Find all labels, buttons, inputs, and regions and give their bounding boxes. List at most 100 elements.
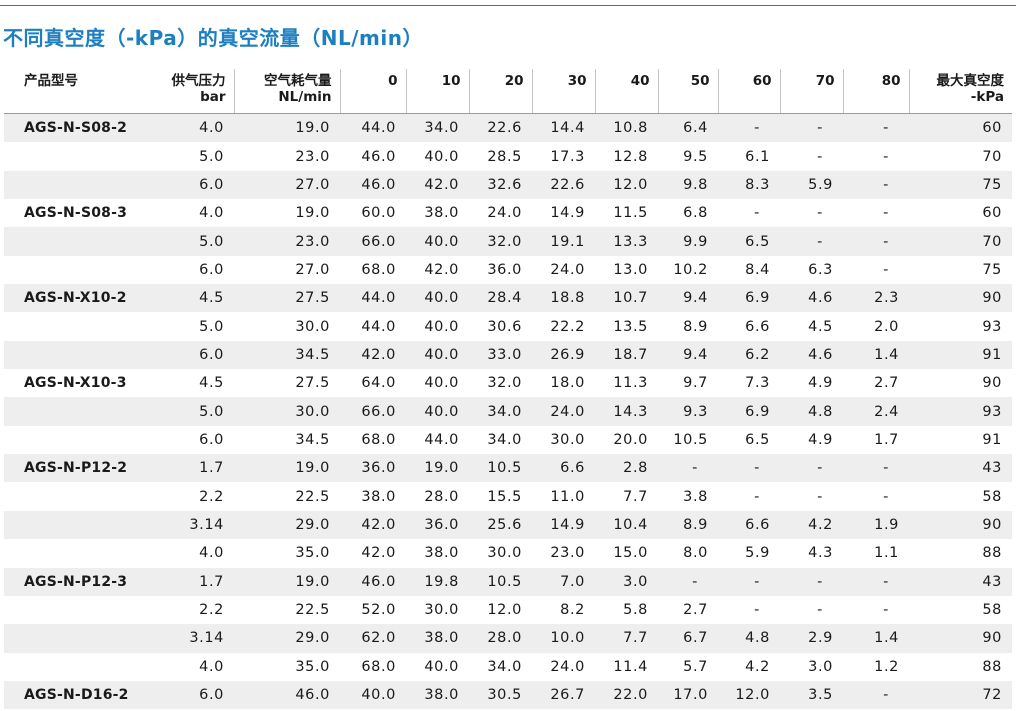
table-cell: 90 [909,624,1012,653]
header-vacuum-40: 40 [594,69,658,114]
table-cell: 60.0 [361,205,396,222]
table-cell: - [718,567,780,596]
table-cell: 75 [909,170,1012,200]
table-cell: 4.8 [718,624,780,653]
table-cell: 44.0 [361,318,396,335]
table-cell: 34.0 [406,113,469,143]
table-cell: 43 [909,454,1012,483]
table-cell: 2.7 [874,375,899,392]
table-cell: 19.0 [406,454,469,483]
table-cell: 6.0 [136,170,234,200]
table-cell: 10.0 [532,624,595,653]
table-cell: 17.0 [658,680,718,710]
table-cell: 30.0 [234,397,340,426]
table-cell: - [817,148,823,165]
table-cell: 19.0 [234,113,340,143]
header-vacuum-60: 60 [717,69,780,114]
table-cell: 68.0 [361,261,396,278]
table-cell: 22.6 [469,113,532,143]
table-cell: - [780,113,843,143]
table-cell: 10.5 [469,567,532,596]
table-cell: 40.0 [406,284,469,313]
table-cell: 4.5 [136,284,234,313]
table-cell: 35.0 [295,545,330,562]
table-cell: 14.4 [532,113,595,143]
table-cell: 6.8 [683,205,708,222]
table-cell: 9.3 [658,397,718,426]
table-cell: 4.9 [808,431,833,448]
table-cell: 5.0 [199,318,224,335]
table-cell: 13.3 [595,227,658,256]
table-cell: 6.0 [199,431,224,448]
table-cell: 6.0 [199,261,224,278]
table-cell: 62.0 [340,624,406,653]
table-row: 4.0 35.0 68.0 40.0 34.0 24.0 11.4 5.7 4.2 3.0 1.2 8… [4,653,1012,681]
table-cell: 22.5 [295,602,330,619]
model-cell [4,256,136,284]
table-cell: 40.0 [406,340,469,370]
table-cell: 29.0 [234,510,340,540]
table-cell: 11.3 [613,375,648,392]
table-cell: 28.0 [424,488,459,505]
table-cell: 66.0 [340,227,406,256]
table-cell: - [754,488,760,505]
table-cell: 14.9 [532,510,595,540]
table-cell: 46.0 [361,148,396,165]
table-cell: - [817,205,823,222]
table-cell: 6.2 [718,340,780,370]
table-cell: 22.2 [550,318,585,335]
table-cell: 6.4 [658,113,718,143]
table-cell: 70 [909,227,1012,256]
table-cell: 30.0 [295,318,330,335]
table-cell: 15.0 [613,545,648,562]
table-cell: - [883,148,889,165]
table-cell: - [883,488,889,505]
table-row: AGS-N-X10-2 4.5 27.5 44.0 40.0 28.4 18.8 10.7 9.… [4,284,1012,313]
table-cell: 40.0 [424,148,459,165]
table-cell: 4.6 [780,340,843,370]
table-cell: 6.6 [718,510,780,540]
table-row: 6.0 34.5 68.0 44.0 34.0 30.0 20.0 10.5 6.5 4.9 1.7… [4,426,1012,454]
table-row: 3.14 29.0 42.0 36.0 25.6 14.9 10.4 8.9 6.6 4.2 1.9… [4,510,1012,540]
table-cell: 27.5 [234,284,340,313]
table-cell: 5.9 [745,545,770,562]
table-cell: 19.0 [234,567,340,596]
table-cell: 4.9 [808,375,833,392]
table-cell: 88 [982,658,1002,675]
table-cell: 28.0 [469,624,532,653]
header-consumption: 空气耗气量 NL/min [233,69,340,114]
table-cell: 26.9 [532,340,595,370]
table-cell: 43 [909,567,1012,596]
table-cell: 6.6 [532,454,595,483]
table-cell: 38.0 [361,488,396,505]
table-cell: 42.0 [340,510,406,540]
table-cell: 40.0 [424,318,459,335]
table-cell: 40.0 [424,658,459,675]
table-cell: 10.5 [469,454,532,483]
table-cell: 17.3 [550,148,585,165]
table-cell: 68.0 [361,658,396,675]
table-cell: - [658,567,718,596]
table-cell: 72 [909,680,1012,710]
table-cell: 1.4 [843,624,909,653]
model-cell [4,624,136,653]
table-cell: 3.14 [136,624,234,653]
table-cell: 14.3 [595,397,658,426]
table-cell: 8.2 [560,602,585,619]
table-cell: 9.4 [658,340,718,370]
table-cell: 12.8 [613,148,648,165]
table-cell: 6.5 [718,227,780,256]
table-cell: - [780,567,843,596]
model-cell [4,170,136,200]
model-cell: AGS-N-X10-3 [24,375,127,392]
model-cell: AGS-N-D16-2 [4,680,136,710]
table-cell: 38.0 [424,545,459,562]
table-cell: 1.7 [874,431,899,448]
table-cell: 40.0 [406,397,469,426]
table-row: AGS-N-P12-2 1.7 19.0 36.0 19.0 10.5 6.6 2.8- - - -… [4,454,1012,483]
header-vacuum-10: 10 [405,69,469,114]
table-cell: 6.7 [658,624,718,653]
table-row: 5.0 30.0 44.0 40.0 30.6 22.2 13.5 8.9 6.6 4.5 2.0 9… [4,312,1012,340]
table-cell: 90 [909,510,1012,540]
table-cell: - [843,113,909,143]
